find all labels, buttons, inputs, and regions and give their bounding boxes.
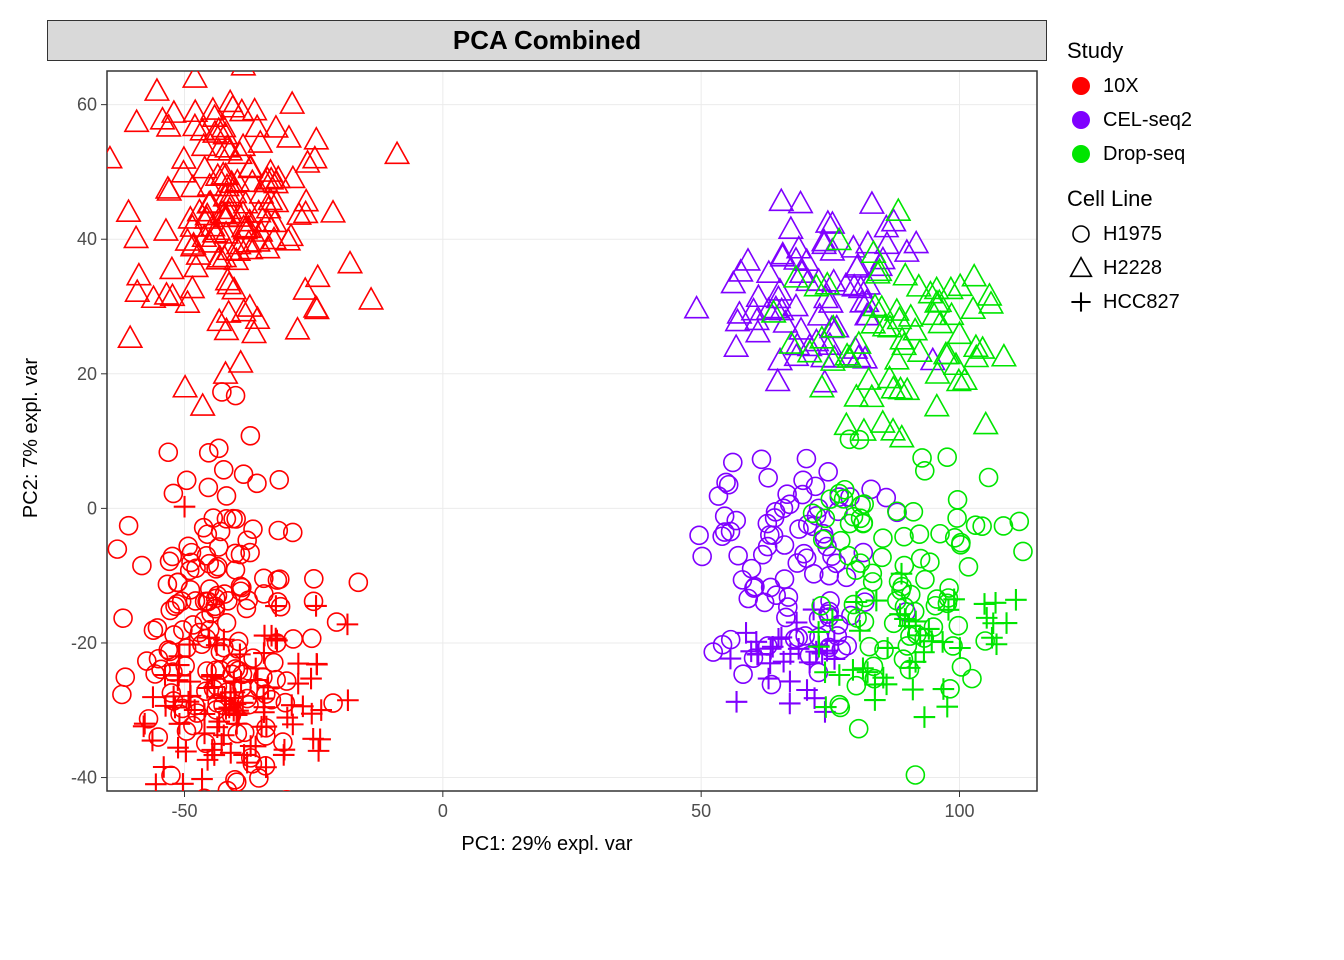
legend-label: 10X [1103,75,1139,98]
legend-study-title: Study [1067,38,1192,64]
svg-text:0: 0 [438,801,448,821]
svg-text:20: 20 [77,364,97,384]
svg-text:-40: -40 [71,768,97,788]
svg-text:-50: -50 [171,801,197,821]
svg-text:40: 40 [77,229,97,249]
legend-item-cellline-h2228: H2228 [1067,254,1192,282]
svg-text:-20: -20 [71,633,97,653]
legend-item-cellline-hcc827: HCC827 [1067,288,1192,316]
svg-text:50: 50 [691,801,711,821]
legend-label: CEL-seq2 [1103,109,1192,132]
legend: Study 10X CEL-seq2 Drop-seq Cell Line H197… [1067,20,1192,322]
chart-title-strip: PCA Combined [47,20,1047,61]
legend-item-cellline-h1975: H1975 [1067,220,1192,248]
svg-text:100: 100 [944,801,974,821]
x-axis-label: PC1: 29% expl. var [461,833,632,856]
chart-title: PCA Combined [453,25,641,55]
legend-label: Drop-seq [1103,143,1185,166]
legend-label: H2228 [1103,257,1162,280]
legend-label: H1975 [1103,223,1162,246]
legend-item-study-10x: 10X [1067,72,1192,100]
pca-chart: PC2: 7% expl. var PCA Combined -50 0 50 100… [20,20,1324,856]
scatter-plot: -50 0 50 100 -40 -20 0 20 40 60 [47,61,1047,831]
legend-label: HCC827 [1103,291,1180,314]
legend-item-study-dropseq: Drop-seq [1067,140,1192,168]
legend-cellline-title: Cell Line [1067,186,1192,212]
svg-text:0: 0 [87,498,97,518]
y-axis-label: PC2: 7% expl. var [20,358,43,518]
legend-item-study-celseq2: CEL-seq2 [1067,106,1192,134]
svg-text:60: 60 [77,95,97,115]
